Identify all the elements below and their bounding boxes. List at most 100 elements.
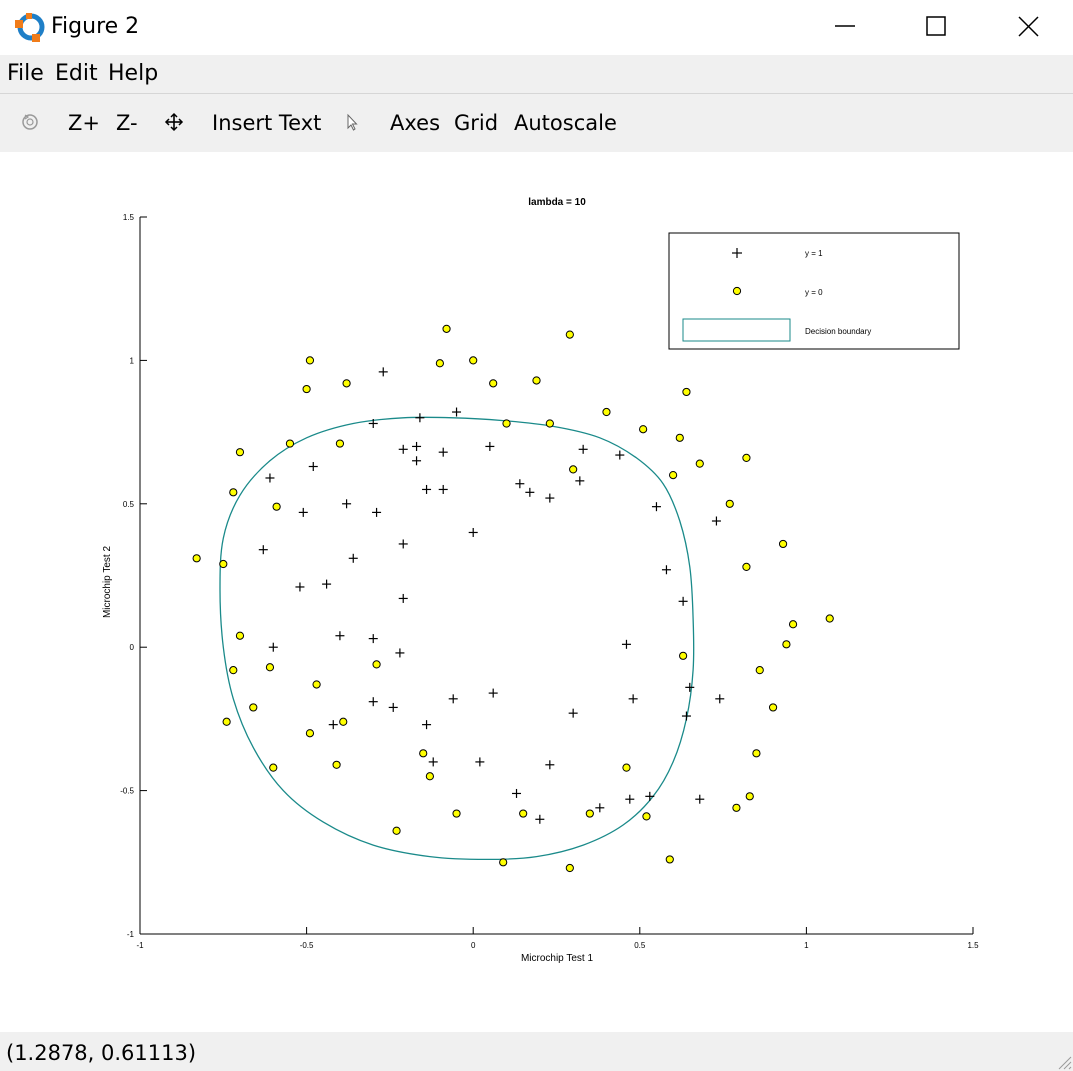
- menu-edit[interactable]: Edit: [55, 61, 98, 86]
- x-tick-label: 1.5: [967, 941, 979, 950]
- circle-marker: [642, 812, 651, 821]
- plus-marker: [685, 682, 695, 692]
- circle-marker: [392, 826, 401, 835]
- circle-marker: [569, 465, 578, 474]
- plus-marker: [711, 516, 721, 526]
- legend-label-y1: y = 1: [805, 249, 823, 258]
- positive-points-layer: [258, 367, 725, 824]
- plus-marker: [258, 545, 268, 555]
- plus-marker: [468, 527, 478, 537]
- pan-move-icon[interactable]: [163, 111, 185, 133]
- plus-marker: [295, 582, 305, 592]
- plus-marker: [412, 456, 422, 466]
- zoom-out-button[interactable]: Z-: [116, 111, 138, 135]
- menu-help[interactable]: Help: [108, 61, 159, 86]
- window-title: Figure 2: [51, 14, 140, 39]
- circle-marker: [742, 453, 751, 463]
- plus-marker: [415, 413, 425, 423]
- plus-marker: [428, 757, 438, 767]
- plus-marker: [368, 697, 378, 707]
- y-axis-ticks: -1 -0.5 0 0.5 1 1.5: [120, 213, 147, 939]
- circle-marker: [695, 459, 704, 468]
- plot-area[interactable]: lambda = 10 Microchip Test 1 Microchip T…: [0, 152, 1073, 1032]
- y-tick-label: -1: [127, 930, 135, 939]
- legend-box: [668, 232, 960, 350]
- maximize-button[interactable]: [900, 0, 970, 55]
- y-axis-label: Microchip Test 2: [102, 546, 113, 619]
- circle-marker: [222, 717, 231, 726]
- circle-marker: [219, 559, 228, 569]
- x-axis-ticks: -1 -0.5 0 0.5 1 1.5: [136, 927, 979, 950]
- figure-canvas[interactable]: lambda = 10 Microchip Test 1 Microchip T…: [0, 152, 1073, 1032]
- circle-marker: [752, 749, 761, 758]
- plus-marker: [422, 720, 432, 730]
- circle-marker: [602, 407, 611, 417]
- circle-marker: [249, 703, 258, 712]
- x-tick-label: -0.5: [300, 941, 314, 950]
- zoom-in-button[interactable]: Z+: [68, 111, 100, 135]
- circle-marker: [192, 554, 201, 563]
- plus-marker: [661, 565, 671, 575]
- y-tick-label: 1: [130, 356, 135, 365]
- circle-marker: [585, 809, 594, 818]
- x-tick-label: 0.5: [634, 941, 646, 950]
- circle-marker: [272, 502, 281, 511]
- y-tick-label: 0.5: [123, 500, 135, 509]
- plus-marker: [715, 694, 725, 704]
- insert-text-button[interactable]: Insert Text: [212, 111, 322, 135]
- circle-marker: [305, 729, 315, 738]
- plus-marker: [438, 447, 448, 457]
- plus-marker: [651, 502, 661, 512]
- circle-marker: [825, 614, 834, 623]
- plus-marker: [398, 593, 408, 603]
- legend-label-boundary: Decision boundary: [805, 327, 871, 336]
- circle-marker: [269, 763, 278, 772]
- grid-button[interactable]: Grid: [454, 111, 499, 135]
- axes-lines: [139, 217, 973, 935]
- circle-marker: [639, 425, 648, 434]
- plus-marker: [368, 634, 378, 644]
- circle-marker: [489, 379, 498, 388]
- maximize-icon: [926, 16, 946, 36]
- autoscale-button[interactable]: Autoscale: [514, 111, 617, 135]
- minimize-button[interactable]: [809, 0, 879, 55]
- circle-marker: [285, 439, 295, 448]
- plus-marker: [298, 507, 308, 517]
- circle-marker: [669, 471, 678, 480]
- circle-marker: [435, 359, 444, 368]
- x-axis-label: Microchip Test 1: [521, 953, 594, 964]
- plus-marker: [545, 760, 555, 770]
- plus-marker: [328, 720, 338, 730]
- decision-boundary-line: [219, 416, 695, 861]
- plus-marker: [388, 702, 398, 712]
- circle-marker: [235, 631, 245, 640]
- circle-marker: [499, 858, 508, 867]
- circle-marker: [342, 379, 351, 388]
- plus-marker: [678, 596, 688, 606]
- circle-marker: [788, 620, 798, 629]
- resize-grip-icon[interactable]: [1051, 1049, 1073, 1071]
- plus-marker: [268, 642, 278, 652]
- circle-marker: [742, 562, 751, 571]
- plus-marker: [422, 484, 432, 494]
- circle-marker: [339, 717, 348, 726]
- plus-marker: [578, 444, 588, 454]
- rotate-icon[interactable]: [19, 111, 41, 133]
- cursor-arrow-icon[interactable]: [342, 111, 364, 133]
- plus-marker: [695, 794, 705, 804]
- circle-marker: [312, 680, 321, 689]
- plus-marker: [535, 814, 545, 824]
- close-button[interactable]: [993, 0, 1063, 55]
- plus-marker: [681, 711, 691, 721]
- plus-marker: [545, 493, 555, 503]
- menu-file[interactable]: File: [7, 61, 44, 86]
- plus-marker: [342, 499, 352, 509]
- circle-marker: [565, 863, 574, 873]
- plus-marker: [448, 694, 458, 704]
- plus-marker: [488, 688, 498, 698]
- axes-button[interactable]: Axes: [390, 111, 441, 135]
- x-tick-label: -1: [136, 941, 144, 950]
- x-tick-label: 0: [471, 941, 476, 950]
- circle-marker: [229, 488, 238, 497]
- y-tick-label: 1.5: [123, 213, 135, 222]
